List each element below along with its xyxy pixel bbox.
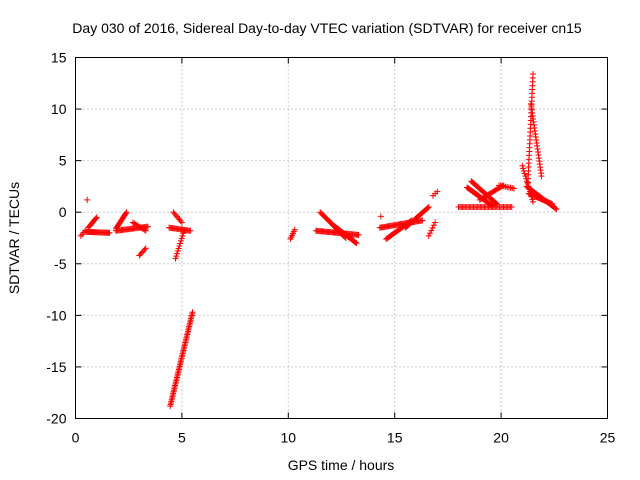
- data-point: [174, 248, 181, 255]
- data-point: [493, 200, 500, 207]
- data-point: [175, 245, 182, 252]
- data-point: [353, 240, 360, 247]
- data-point: [530, 71, 537, 78]
- data-point: [510, 185, 517, 192]
- data-point: [142, 227, 149, 234]
- x-tick-label: 5: [178, 430, 186, 446]
- data-point: [520, 165, 527, 172]
- data-point: [549, 200, 556, 207]
- y-tick-label: -5: [54, 256, 67, 272]
- data-point: [429, 224, 436, 231]
- data-point: [136, 252, 143, 259]
- data-point: [122, 210, 129, 217]
- data-point: [176, 242, 183, 249]
- data-point: [521, 170, 528, 177]
- data-point: [377, 213, 384, 220]
- y-tick-label: -15: [46, 359, 66, 375]
- data-point: [523, 178, 530, 185]
- x-axis-label: GPS time / hours: [288, 457, 395, 473]
- data-point: [291, 226, 298, 233]
- y-tick-label: 15: [51, 50, 67, 66]
- data-point: [187, 227, 194, 234]
- data-point: [489, 203, 496, 210]
- data-point: [355, 231, 362, 238]
- data-point: [434, 188, 441, 195]
- data-point: [488, 202, 495, 209]
- data-points: [77, 71, 560, 410]
- data-point: [430, 222, 437, 229]
- x-tick-label: 0: [72, 430, 80, 446]
- data-point: [174, 250, 181, 257]
- data-point: [508, 204, 515, 211]
- data-point: [140, 248, 147, 255]
- y-axis-label: SDTVAR / TECUs: [6, 182, 22, 294]
- data-point: [144, 223, 151, 230]
- data-point: [425, 204, 432, 211]
- data-point: [178, 235, 185, 242]
- x-tick-label: 15: [387, 430, 403, 446]
- data-point: [432, 219, 439, 226]
- data-point: [538, 173, 545, 180]
- data-point: [142, 245, 149, 252]
- data-point: [553, 206, 560, 213]
- x-tick-label: 20: [493, 430, 509, 446]
- data-point: [530, 198, 537, 205]
- data-point: [179, 232, 186, 239]
- y-tick-label: -20: [46, 411, 66, 427]
- data-point: [106, 229, 113, 236]
- grid-layer: [75, 57, 608, 419]
- data-point: [172, 255, 179, 262]
- data-point: [141, 226, 148, 233]
- y-tick-label: 5: [59, 153, 67, 169]
- data-point: [177, 237, 184, 244]
- data-point: [189, 309, 196, 316]
- data-point: [141, 246, 148, 253]
- data-point: [520, 167, 527, 174]
- y-tick-label: 10: [51, 101, 67, 117]
- data-point: [522, 173, 529, 180]
- chart-title: Day 030 of 2016, Sidereal Day-to-day VTE…: [72, 20, 582, 36]
- data-point: [425, 232, 432, 239]
- data-point: [173, 253, 180, 260]
- data-point: [123, 209, 130, 216]
- data-point: [92, 215, 99, 222]
- data-point: [424, 204, 431, 211]
- data-point: [93, 214, 100, 221]
- y-tick-label: -10: [46, 307, 66, 323]
- data-point: [428, 227, 435, 234]
- data-point: [177, 240, 184, 247]
- data-point: [427, 230, 434, 237]
- x-tick-label: 25: [600, 430, 616, 446]
- data-point: [519, 162, 526, 169]
- data-point: [492, 200, 499, 207]
- data-point: [137, 251, 144, 258]
- plot-frame: [75, 57, 608, 419]
- data-point: [181, 227, 188, 234]
- data-point: [352, 239, 359, 246]
- data-point: [523, 175, 530, 182]
- data-point: [178, 219, 185, 226]
- data-point: [177, 218, 184, 225]
- data-point: [138, 249, 145, 256]
- data-point: [419, 217, 426, 224]
- y-tick-label: 0: [59, 204, 67, 220]
- x-tick-label: 10: [281, 430, 297, 446]
- data-point: [180, 230, 187, 237]
- data-point: [552, 205, 559, 212]
- data-point: [84, 196, 91, 203]
